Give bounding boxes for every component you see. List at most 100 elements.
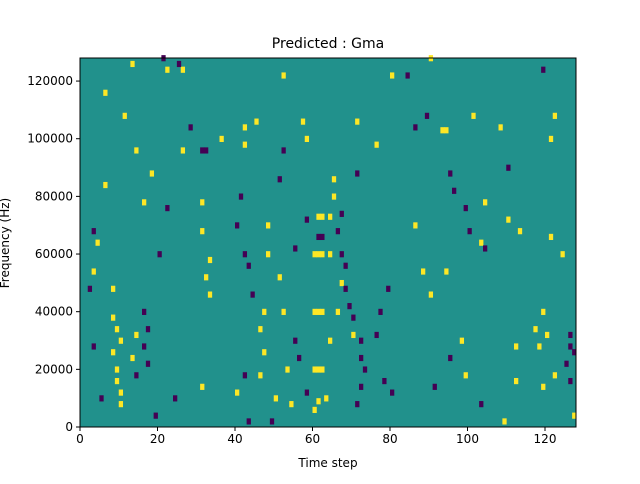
heatmap-cell-low	[506, 164, 511, 171]
heatmap-cell-high	[130, 60, 135, 68]
heatmap-cell-low	[242, 251, 248, 258]
y-tick-label: 100000	[27, 132, 73, 146]
heatmap-cell-high	[552, 372, 558, 379]
heatmap-cell-low	[200, 147, 205, 154]
heatmap-cell-high	[103, 89, 108, 96]
heatmap-cell-high	[200, 199, 205, 206]
heatmap-cell-high	[142, 199, 147, 206]
y-tick-label: 80000	[35, 189, 73, 203]
heatmap-cell-low	[87, 285, 93, 292]
x-tick-label: 100	[456, 432, 479, 446]
heatmap-cell-low	[316, 233, 321, 241]
x-axis-label: Time step	[297, 456, 357, 470]
heatmap-cell-low	[467, 228, 472, 235]
heatmap-cell-high	[149, 170, 155, 177]
heatmap-cell-high	[351, 331, 356, 339]
heatmap-cell-low	[390, 389, 395, 396]
heatmap-cell-high	[355, 118, 360, 125]
heatmap-cell-high	[273, 395, 279, 402]
heatmap-cell-low	[424, 112, 430, 119]
heatmap-cell-low	[339, 210, 344, 217]
heatmap-cell-high	[498, 124, 503, 131]
heatmap-cell-high	[312, 308, 317, 315]
heatmap-cell-high	[331, 176, 337, 183]
heatmap-cell-high	[537, 343, 542, 350]
heatmap-cell-low	[541, 66, 546, 73]
heatmap-cell-high	[533, 326, 538, 333]
heatmap-cell-low	[432, 383, 437, 390]
heatmap-cell-high	[548, 135, 554, 143]
heatmap-cell-high	[134, 147, 139, 154]
heatmap-cell-high	[300, 118, 306, 125]
heatmap-cell-high	[545, 331, 550, 339]
heatmap-cell-low	[413, 124, 418, 131]
heatmap-cell-high	[328, 251, 333, 258]
heatmap-cell-high	[316, 308, 321, 315]
heatmap-cell-low	[99, 395, 104, 402]
heatmap-cell-high	[320, 251, 325, 258]
heatmap-cell-high	[421, 268, 426, 275]
x-axis: 0 20 40 60 80 100 120	[76, 427, 556, 446]
x-tick-label: 0	[76, 432, 84, 446]
heatmap-cell-low	[153, 412, 158, 419]
heatmap-cell-low	[483, 245, 488, 252]
heatmap-cell-low	[564, 360, 569, 367]
heatmap-cell-low	[204, 147, 209, 154]
heatmap-cell-high	[471, 112, 476, 119]
heatmap-cell-low	[568, 331, 573, 339]
heatmap-cell-high	[130, 354, 135, 362]
heatmap-cell-low	[386, 285, 391, 292]
heatmap-cell-high	[324, 395, 329, 402]
heatmap-cell-high	[413, 222, 418, 229]
heatmap-cell-high	[514, 343, 519, 350]
heatmap-cell-low	[145, 360, 151, 367]
heatmap-cell-high	[111, 314, 116, 321]
y-tick-label: 120000	[27, 74, 73, 88]
heatmap-cell-low	[250, 291, 255, 298]
heatmap-cell-high	[312, 251, 317, 258]
heatmap-cell-high	[180, 147, 186, 154]
heatmap-cell-low	[142, 343, 147, 350]
heatmap-cell-high	[266, 251, 271, 258]
heatmap-cell-high	[134, 331, 139, 339]
heatmap-cell-high	[207, 291, 213, 298]
heatmap-cell-high	[374, 141, 379, 148]
heatmap-cell-high	[459, 337, 465, 344]
heatmap-cell-low	[188, 124, 193, 131]
heatmap-cell-low	[157, 251, 162, 258]
heatmap-background	[80, 58, 576, 427]
heatmap-cell-high	[514, 377, 519, 385]
heatmap-cell-high	[331, 193, 337, 200]
heatmap-cell-high	[572, 412, 577, 419]
heatmap-cell-high	[118, 337, 124, 344]
x-tick-label: 60	[305, 432, 320, 446]
heatmap-cell-low	[238, 193, 244, 200]
heatmap-cell-low	[142, 308, 147, 315]
heatmap-cell-low	[378, 308, 383, 315]
heatmap-cell-high	[339, 279, 344, 287]
heatmap-cell-low	[246, 418, 251, 425]
heatmap-cell-high	[560, 251, 565, 258]
heatmap-cell-low	[359, 383, 364, 390]
heatmap-cell-high	[242, 141, 248, 148]
heatmap-cell-high	[548, 233, 554, 241]
plot-frame	[79, 57, 577, 428]
heatmap-cell-high	[262, 308, 267, 315]
heatmap-cell-high	[207, 256, 213, 264]
heatmap-cell-high	[320, 308, 325, 315]
heatmap-cell-low	[293, 337, 298, 344]
heatmap-cell-high	[103, 181, 108, 189]
heatmap-cell-low	[359, 354, 364, 362]
heatmap-cell-high	[114, 326, 120, 333]
heatmap-cell-low	[362, 366, 368, 373]
heatmap-cell-low	[355, 170, 360, 177]
x-tick-label: 120	[534, 432, 557, 446]
heatmap-cell-high	[541, 383, 546, 390]
heatmap-cell-high	[165, 66, 170, 73]
heatmap-cell-low	[91, 228, 96, 235]
heatmap-cell-low	[359, 337, 364, 344]
y-tick-label: 40000	[35, 305, 73, 319]
heatmap-cell-high	[262, 349, 267, 356]
heatmap-cell-high	[316, 366, 321, 373]
heatmap-cell-high	[277, 274, 282, 281]
